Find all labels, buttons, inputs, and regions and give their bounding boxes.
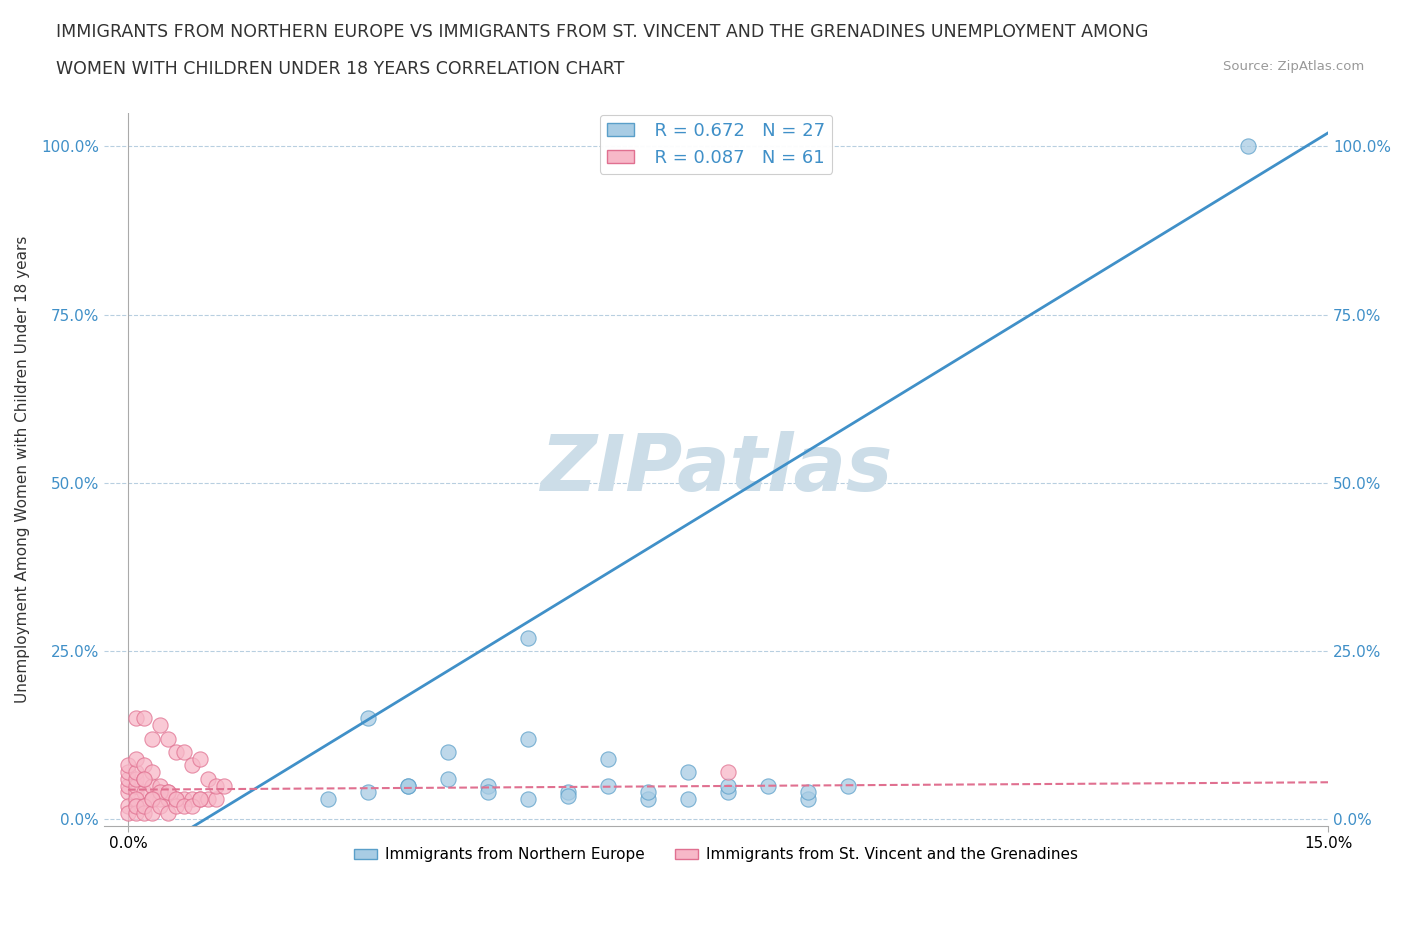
Point <box>117 772 139 787</box>
Point <box>141 791 163 806</box>
Point <box>117 778 139 793</box>
Point <box>557 785 579 800</box>
Point <box>676 791 699 806</box>
Point <box>517 731 540 746</box>
Point <box>141 778 163 793</box>
Point <box>156 731 179 746</box>
Point <box>173 791 195 806</box>
Point <box>596 778 619 793</box>
Point <box>156 785 179 800</box>
Point <box>756 778 779 793</box>
Point <box>396 778 419 793</box>
Point <box>205 778 228 793</box>
Point <box>212 778 235 793</box>
Point <box>132 798 155 813</box>
Point <box>117 785 139 800</box>
Text: WOMEN WITH CHILDREN UNDER 18 YEARS CORRELATION CHART: WOMEN WITH CHILDREN UNDER 18 YEARS CORRE… <box>56 60 624 78</box>
Point <box>181 791 204 806</box>
Point <box>1237 139 1260 153</box>
Point <box>125 772 148 787</box>
Point <box>717 764 740 779</box>
Point <box>165 745 187 760</box>
Point <box>437 745 460 760</box>
Point <box>125 798 148 813</box>
Point <box>125 778 148 793</box>
Point <box>125 751 148 766</box>
Point <box>188 751 211 766</box>
Point <box>837 778 859 793</box>
Point <box>156 791 179 806</box>
Text: ZIPatlas: ZIPatlas <box>540 432 893 508</box>
Point <box>637 791 659 806</box>
Point <box>125 711 148 725</box>
Point <box>517 791 540 806</box>
Point <box>637 785 659 800</box>
Point <box>717 785 740 800</box>
Point <box>117 805 139 820</box>
Point <box>477 785 499 800</box>
Point <box>132 758 155 773</box>
Point <box>557 789 579 804</box>
Point <box>357 785 380 800</box>
Point <box>141 731 163 746</box>
Point <box>188 791 211 806</box>
Point <box>149 785 172 800</box>
Legend: Immigrants from Northern Europe, Immigrants from St. Vincent and the Grenadines: Immigrants from Northern Europe, Immigra… <box>349 841 1084 869</box>
Point <box>141 791 163 806</box>
Point <box>149 718 172 733</box>
Point <box>173 798 195 813</box>
Point <box>156 785 179 800</box>
Point <box>132 798 155 813</box>
Point <box>141 805 163 820</box>
Point <box>149 778 172 793</box>
Point <box>717 778 740 793</box>
Point <box>117 758 139 773</box>
Y-axis label: Unemployment Among Women with Children Under 18 years: Unemployment Among Women with Children U… <box>15 235 30 703</box>
Point <box>132 805 155 820</box>
Point <box>596 751 619 766</box>
Point <box>316 791 339 806</box>
Point <box>165 791 187 806</box>
Point <box>125 805 148 820</box>
Point <box>197 791 219 806</box>
Point <box>396 778 419 793</box>
Point <box>477 778 499 793</box>
Point <box>117 798 139 813</box>
Point <box>173 745 195 760</box>
Point <box>197 772 219 787</box>
Point <box>141 791 163 806</box>
Point <box>357 711 380 725</box>
Point <box>517 631 540 645</box>
Point <box>132 772 155 787</box>
Point <box>156 805 179 820</box>
Point <box>797 785 820 800</box>
Point <box>165 791 187 806</box>
Point <box>676 764 699 779</box>
Point <box>132 772 155 787</box>
Point <box>125 798 148 813</box>
Point <box>149 791 172 806</box>
Text: IMMIGRANTS FROM NORTHERN EUROPE VS IMMIGRANTS FROM ST. VINCENT AND THE GRENADINE: IMMIGRANTS FROM NORTHERN EUROPE VS IMMIG… <box>56 23 1149 41</box>
Point <box>125 764 148 779</box>
Point <box>132 785 155 800</box>
Point <box>149 798 172 813</box>
Point <box>437 772 460 787</box>
Point <box>132 711 155 725</box>
Point <box>205 791 228 806</box>
Point <box>181 798 204 813</box>
Point <box>117 764 139 779</box>
Point <box>165 798 187 813</box>
Point <box>141 764 163 779</box>
Point <box>181 758 204 773</box>
Point <box>797 791 820 806</box>
Point <box>188 791 211 806</box>
Point <box>125 791 148 806</box>
Point <box>125 785 148 800</box>
Text: Source: ZipAtlas.com: Source: ZipAtlas.com <box>1223 60 1364 73</box>
